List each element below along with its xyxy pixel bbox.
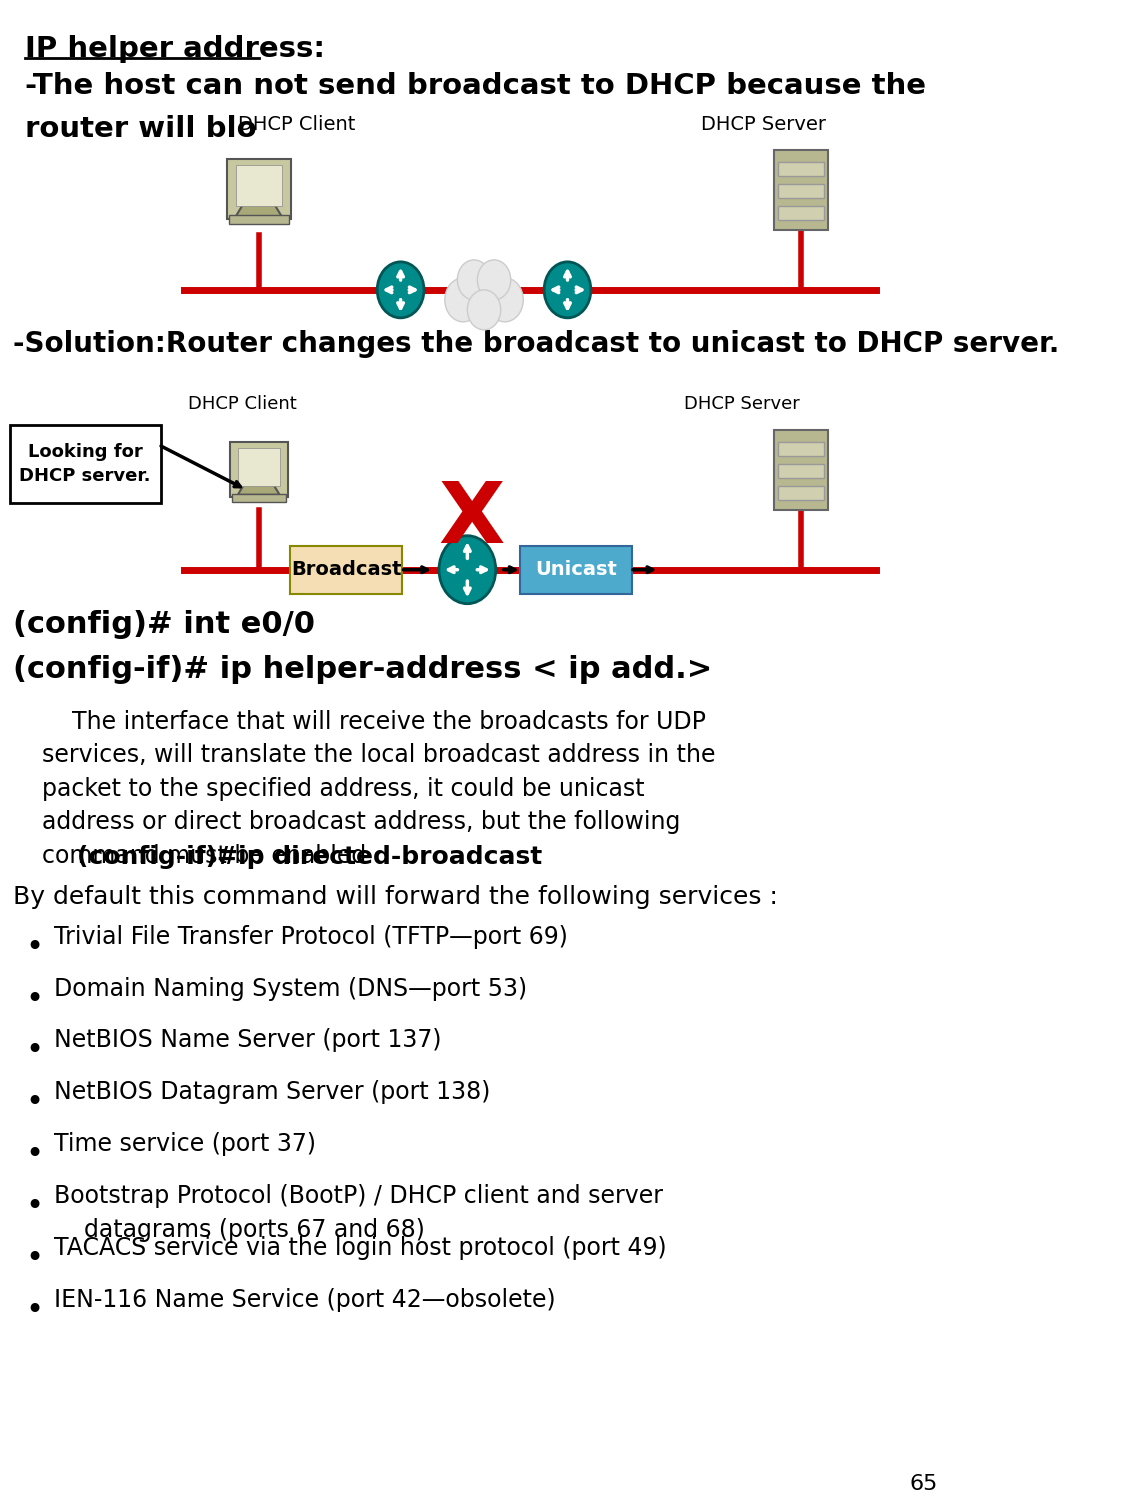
- Text: -The host can not send broadcast to DHCP because the: -The host can not send broadcast to DHCP…: [25, 72, 926, 100]
- FancyBboxPatch shape: [778, 486, 825, 500]
- Text: •: •: [25, 1296, 43, 1326]
- Text: •: •: [25, 1089, 43, 1118]
- Circle shape: [444, 278, 482, 322]
- Text: X: X: [439, 478, 505, 561]
- Text: •: •: [25, 933, 43, 962]
- Text: NetBIOS Datagram Server (port 138): NetBIOS Datagram Server (port 138): [54, 1080, 490, 1104]
- Ellipse shape: [377, 262, 424, 318]
- Text: The interface that will receive the broadcasts for UDP
services, will translate : The interface that will receive the broa…: [42, 710, 716, 867]
- Text: NetBIOS Name Server (port 137): NetBIOS Name Server (port 137): [54, 1029, 442, 1053]
- FancyBboxPatch shape: [778, 184, 825, 198]
- FancyBboxPatch shape: [232, 494, 286, 501]
- FancyBboxPatch shape: [236, 165, 281, 207]
- FancyBboxPatch shape: [778, 442, 825, 456]
- FancyBboxPatch shape: [778, 206, 825, 220]
- Circle shape: [486, 278, 523, 322]
- Text: IEN-116 Name Service (port 42—obsolete): IEN-116 Name Service (port 42—obsolete): [54, 1288, 556, 1312]
- Text: •: •: [25, 1192, 43, 1221]
- Text: -Solution:Router changes the broadcast to unicast to DHCP server.: -Solution:Router changes the broadcast t…: [12, 330, 1059, 358]
- Text: Unicast: Unicast: [534, 560, 617, 579]
- Text: (config-if)# ip helper-address < ip add.>: (config-if)# ip helper-address < ip add.…: [12, 654, 712, 684]
- FancyBboxPatch shape: [229, 442, 288, 498]
- FancyBboxPatch shape: [774, 430, 828, 510]
- Ellipse shape: [439, 536, 496, 603]
- Text: router will blo: router will blo: [25, 116, 256, 142]
- FancyBboxPatch shape: [774, 150, 828, 230]
- Circle shape: [477, 260, 511, 300]
- Text: DHCP Client: DHCP Client: [237, 116, 356, 134]
- Text: •: •: [25, 984, 43, 1014]
- Text: Looking for
DHCP server.: Looking for DHCP server.: [19, 442, 151, 485]
- FancyBboxPatch shape: [228, 216, 288, 223]
- Text: •: •: [25, 1245, 43, 1274]
- Circle shape: [467, 290, 501, 330]
- Text: (config-if)#ip directed-broadcast: (config-if)#ip directed-broadcast: [42, 844, 542, 868]
- Text: DHCP Server: DHCP Server: [701, 116, 826, 134]
- Polygon shape: [237, 470, 280, 495]
- Circle shape: [460, 267, 507, 322]
- FancyBboxPatch shape: [778, 162, 825, 176]
- FancyBboxPatch shape: [237, 448, 280, 486]
- Text: By default this command will forward the following services :: By default this command will forward the…: [12, 885, 777, 909]
- Text: Domain Naming System (DNS—port 53): Domain Naming System (DNS—port 53): [54, 976, 528, 1000]
- Text: 65: 65: [910, 1474, 938, 1494]
- Text: DHCP Server: DHCP Server: [684, 394, 800, 412]
- Text: Broadcast: Broadcast: [291, 560, 402, 579]
- Text: •: •: [25, 1140, 43, 1170]
- Text: (config)# int e0/0: (config)# int e0/0: [12, 609, 315, 639]
- FancyBboxPatch shape: [226, 159, 291, 219]
- Text: •: •: [25, 1036, 43, 1065]
- Text: DHCP Client: DHCP Client: [188, 394, 297, 412]
- FancyBboxPatch shape: [10, 424, 161, 502]
- Text: Trivial File Transfer Protocol (TFTP—port 69): Trivial File Transfer Protocol (TFTP—por…: [54, 924, 568, 948]
- FancyBboxPatch shape: [520, 546, 632, 594]
- FancyBboxPatch shape: [778, 464, 825, 478]
- Text: TACACS service via the login host protocol (port 49): TACACS service via the login host protoc…: [54, 1236, 667, 1260]
- Ellipse shape: [544, 262, 591, 318]
- Polygon shape: [236, 189, 281, 216]
- Text: Bootstrap Protocol (BootP) / DHCP client and server
    datagrams (ports 67 and : Bootstrap Protocol (BootP) / DHCP client…: [54, 1185, 664, 1242]
- Text: Time service (port 37): Time service (port 37): [54, 1132, 316, 1156]
- Text: IP helper address:: IP helper address:: [25, 34, 325, 63]
- Circle shape: [458, 260, 490, 300]
- FancyBboxPatch shape: [290, 546, 403, 594]
